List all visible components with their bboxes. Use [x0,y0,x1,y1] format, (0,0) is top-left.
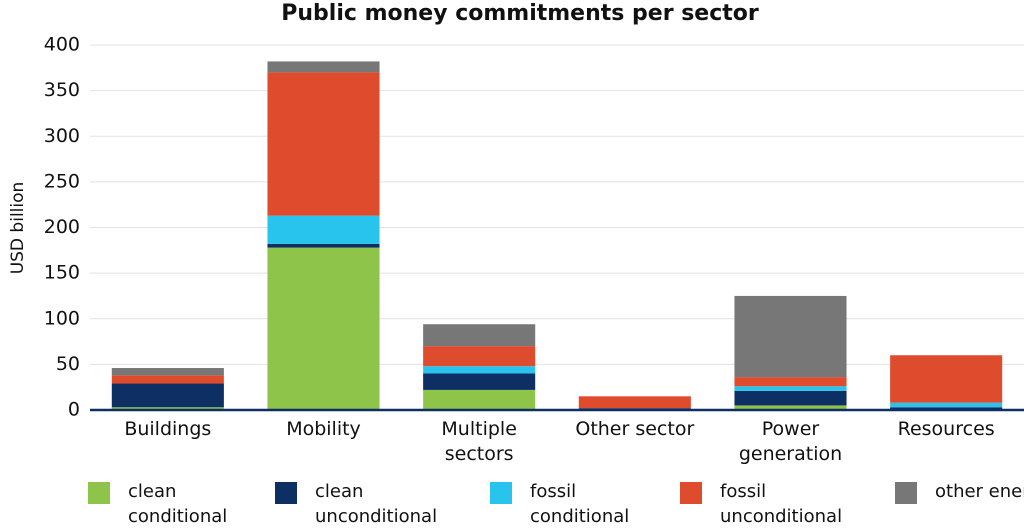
y-tick-label: 250 [44,170,80,192]
bar-segment [423,346,536,367]
bar-segment [423,389,536,410]
bar-segment [111,368,224,376]
x-tick-label: Multiple sectors [441,418,517,465]
bar-segment [734,386,847,391]
bar-segment [734,390,847,406]
bar-segment [111,375,224,384]
legend-label: fossil unconditional [720,481,843,527]
y-tick-label: 350 [44,79,80,101]
legend-swatch [275,482,297,504]
bar-segment [267,215,380,244]
legend-label: clean conditional [128,481,228,527]
x-tick-label: Power generation [738,418,843,465]
x-tick-label: Mobility [286,418,361,440]
bar-segment [890,355,1003,403]
y-tick-label: 300 [44,125,80,147]
bar-segment [734,377,847,387]
y-axis-title: USD billion [8,182,28,275]
bar-segment [734,295,847,378]
x-tick-label: Buildings [124,418,212,440]
y-tick-label: 50 [56,353,80,375]
bar-segment [111,407,224,410]
x-tick-label: Other sector [575,418,695,440]
bar-segment [267,72,380,216]
bar-segment [890,407,1003,410]
legend-label: other energy [935,481,1024,502]
legend-label: clean unconditional [315,481,438,527]
x-tick-label: Resources [897,418,995,440]
bar-segment [734,405,847,410]
bar-segment [890,402,1003,408]
y-tick-label: 0 [68,399,80,421]
bar-segment [578,396,691,409]
y-tick-label: 400 [44,34,80,56]
legend-swatch [680,482,702,504]
bar-segment [423,366,536,374]
bar-segment [111,383,224,408]
bar-segment [267,243,380,248]
y-tick-label: 150 [44,262,80,284]
bar-segment [423,373,536,390]
chart-title: Public money commitments per sector [281,1,759,26]
bar-segment [267,61,380,73]
legend-label: fossil conditional [530,481,630,527]
legend-swatch [490,482,512,504]
y-tick-label: 200 [44,216,80,238]
legend-swatch [895,482,917,504]
legend-swatch [88,482,110,504]
bar-segment [423,324,536,347]
bar-segment [267,247,380,410]
y-tick-label: 100 [44,307,80,329]
